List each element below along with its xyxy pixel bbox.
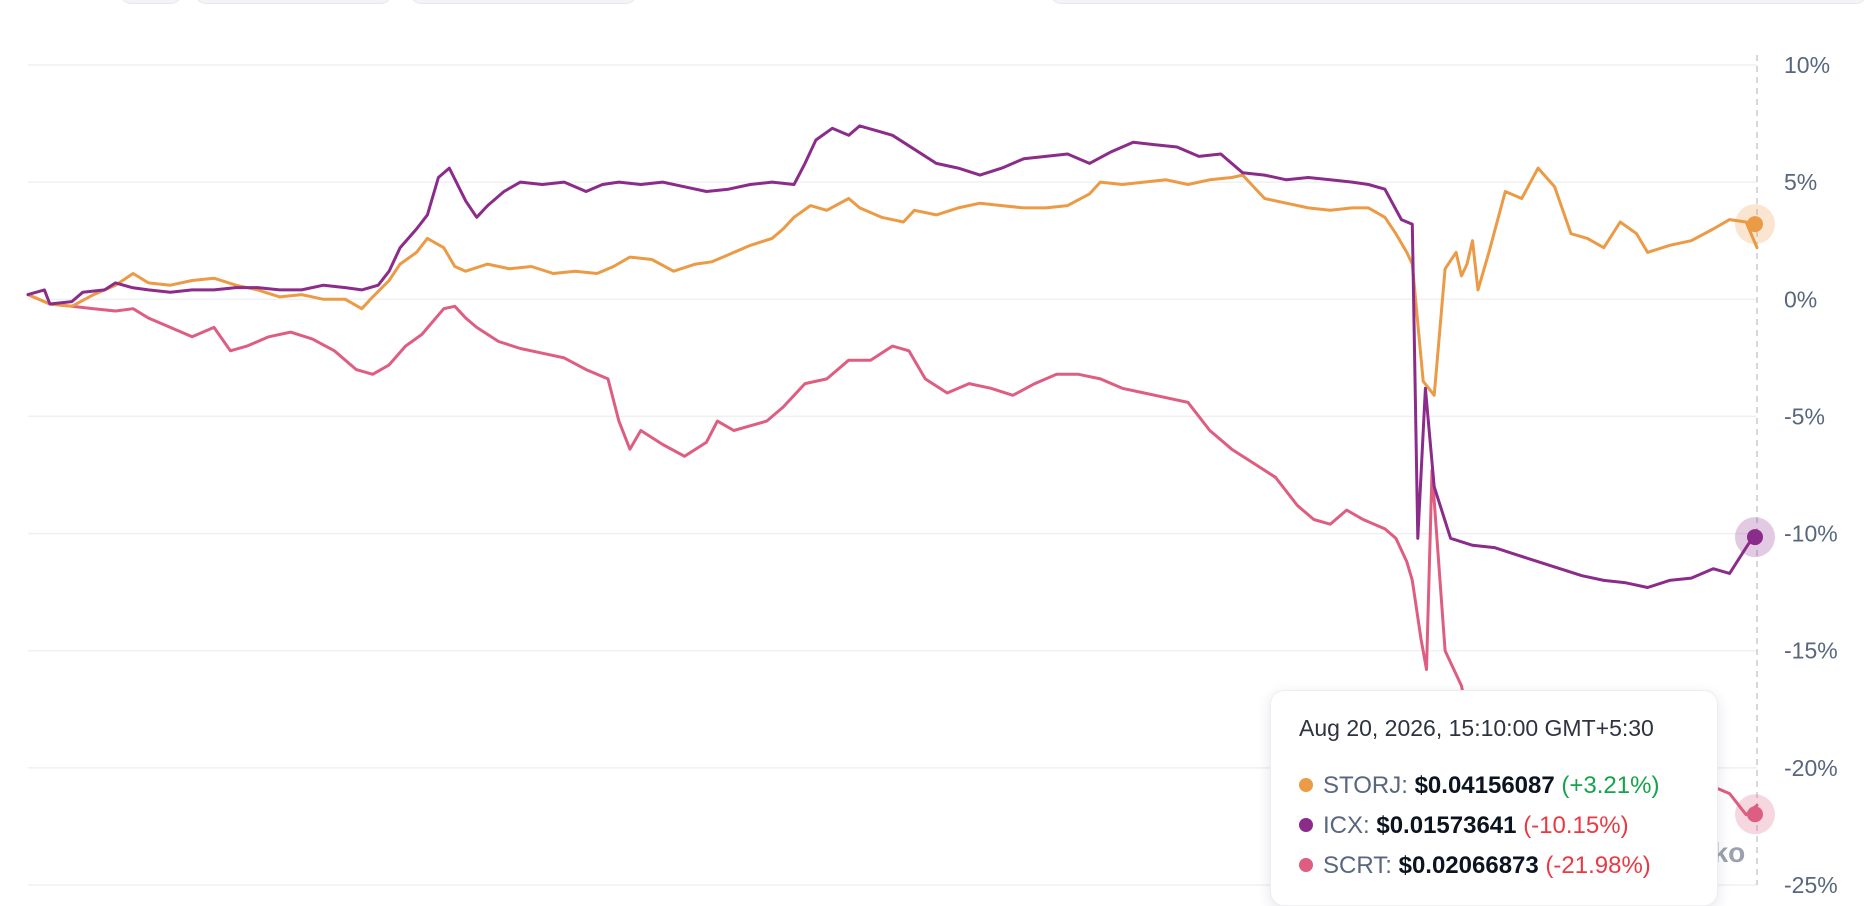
tooltip-price: $0.04156087	[1414, 772, 1555, 799]
tooltip-symbol: ICX	[1323, 812, 1364, 839]
y-tick-label: 10%	[1784, 52, 1830, 78]
y-tick-label: -15%	[1784, 638, 1838, 664]
tooltip-change: (+3.21%)	[1561, 772, 1660, 799]
endpoint-dot-scrt	[1747, 806, 1763, 823]
tooltip-row-storj: STORJ: $0.04156087 (+3.21%)	[1299, 766, 1717, 806]
tooltip-change: (-21.98%)	[1545, 852, 1651, 879]
endpoint-markers	[1735, 204, 1775, 835]
tooltip-symbol: SCRT	[1323, 852, 1386, 879]
y-tick-label: -20%	[1784, 755, 1838, 781]
tooltip-price: $0.01573641	[1376, 812, 1517, 839]
y-tick-label: 0%	[1784, 286, 1817, 312]
tooltip-change: (-10.15%)	[1523, 812, 1629, 839]
y-axis-ticks: 10% 5% 0% -5% -10% -15% -20% -25%	[1784, 52, 1838, 898]
tooltip-date: Aug 20, 2026, 15:10:00 GMT+5:30	[1299, 715, 1654, 741]
series-line-scrt	[26, 293, 1496, 793]
y-tick-label: -5%	[1784, 403, 1825, 429]
series-lines	[26, 124, 1759, 817]
endpoint-dot-icx	[1747, 529, 1763, 546]
endpoint-dot-storj	[1747, 216, 1763, 233]
tooltip-row-icx: ICX: $0.01573641 (-10.15%)	[1299, 806, 1717, 846]
icx-dot-icon	[1299, 817, 1313, 832]
tooltip-price: $0.02066873	[1398, 852, 1539, 879]
y-tick-label: -25%	[1784, 872, 1838, 898]
tooltip-row-scrt: SCRT: $0.02066873 (-21.98%)	[1299, 846, 1717, 886]
series-line-icx	[26, 124, 1759, 589]
series-line-storj	[26, 166, 1759, 397]
storj-dot-icon	[1299, 777, 1313, 792]
tooltip-symbol: STORJ	[1323, 772, 1402, 799]
hover-tooltip: Aug 20, 2026, 15:10:00 GMT+5:30 STORJ: $…	[1270, 690, 1718, 906]
top-toolbar-edge	[0, 0, 1872, 4]
y-tick-label: -10%	[1784, 521, 1838, 547]
scrt-dot-icon	[1299, 857, 1313, 872]
y-tick-label: 5%	[1784, 169, 1817, 195]
